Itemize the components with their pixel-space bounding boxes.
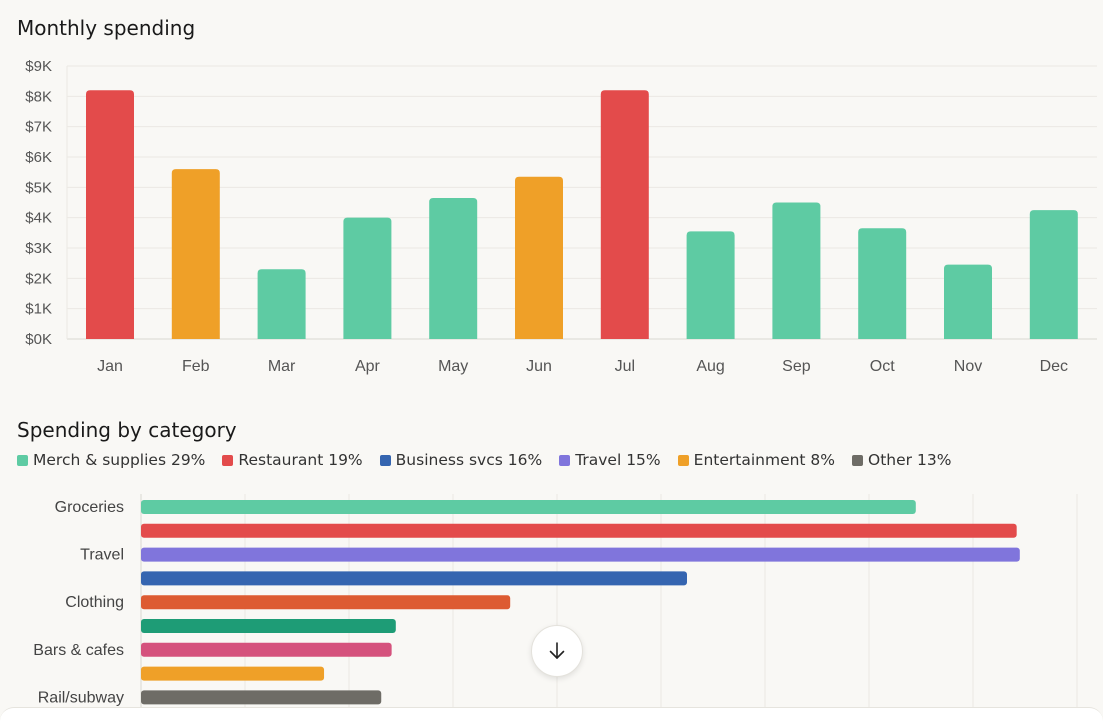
category-bar[interactable]: [141, 547, 1020, 562]
bar-sep[interactable]: [772, 202, 821, 340]
category-bar[interactable]: [141, 523, 1017, 538]
legend-swatch: [559, 454, 571, 466]
x-tick-label: Mar: [268, 358, 296, 375]
y-tick-label: $6K: [25, 149, 52, 166]
x-tick-label: Jan: [97, 358, 123, 375]
bar-mar[interactable]: [257, 269, 306, 339]
legend-swatch: [379, 454, 391, 466]
x-tick-label: Nov: [954, 358, 982, 375]
y-tick-label: $7K: [25, 119, 52, 136]
category-spending-chart: Groceries Travel Clothing Bars & cafes Rail/…: [33, 494, 1078, 712]
y-tick-label: $8K: [25, 88, 52, 105]
x-tick-label: Jul: [615, 358, 635, 375]
legend-swatch: [222, 454, 234, 466]
bar-feb[interactable]: [171, 169, 220, 339]
category-label: Rail/subway: [38, 689, 124, 706]
bar-dec[interactable]: [1029, 210, 1078, 339]
bottom-sheet-edge: [0, 707, 1103, 728]
y-tick-label: $1K: [25, 301, 52, 318]
legend-label: Restaurant 19%: [238, 451, 363, 469]
bar-apr[interactable]: [343, 217, 392, 339]
legend-swatch: [852, 454, 864, 466]
bar-jun[interactable]: [515, 176, 563, 339]
legend-item[interactable]: Entertainment 8%: [677, 451, 836, 469]
bar-may[interactable]: [429, 197, 478, 339]
category-bar[interactable]: [141, 666, 325, 681]
legend-swatch: [17, 454, 28, 466]
category-legend: Merch & supplies 29% Restaurant 19% Busine…: [17, 451, 968, 469]
legend-label: Travel 15%: [575, 451, 661, 469]
x-tick-label: Jun: [526, 358, 552, 375]
category-label: Groceries: [55, 499, 124, 516]
y-tick-label: $2K: [25, 270, 52, 287]
x-tick-label: Sep: [782, 358, 811, 375]
legend-label: Entertainment 8%: [693, 451, 836, 469]
x-tick-label: May: [438, 358, 468, 375]
y-tick-label: $4K: [25, 210, 52, 227]
legend-label: Business svcs 16%: [395, 451, 543, 469]
bar-oct[interactable]: [858, 228, 907, 339]
category-label: Clothing: [65, 594, 124, 611]
category-label: Bars & cafes: [33, 642, 124, 659]
category-bar[interactable]: [141, 690, 382, 705]
bar-jan[interactable]: [86, 90, 134, 339]
y-tick-label: $9K: [25, 58, 52, 75]
category-bar[interactable]: [141, 642, 392, 657]
legend-label: Other 13%: [868, 451, 952, 469]
bar-nov[interactable]: [944, 264, 992, 339]
y-tick-label: $5K: [25, 179, 52, 196]
legend-item[interactable]: Business svcs 16%: [379, 451, 543, 469]
x-tick-label: Feb: [182, 358, 210, 375]
x-tick-label: Dec: [1040, 358, 1068, 375]
legend-item[interactable]: Merch & supplies 29%: [17, 451, 205, 469]
arrow-down-icon: [549, 642, 565, 659]
monthly-spending-chart: $0K $1K $2K $3K $4K $5K $6K $7K $8K $9K Jan Feb Mar…: [25, 58, 1097, 375]
y-tick-label: $0K: [25, 331, 52, 348]
category-bar[interactable]: [141, 595, 511, 610]
category-bar[interactable]: [141, 500, 916, 514]
category-bar[interactable]: [141, 619, 396, 633]
legend-item[interactable]: Travel 15%: [559, 451, 661, 469]
monthly-spending-title: Monthly spending: [17, 16, 196, 40]
category-label: Travel: [80, 547, 124, 564]
y-tick-label: $3K: [25, 240, 52, 257]
legend-item[interactable]: Other 13%: [852, 451, 951, 469]
bar-jul[interactable]: [600, 90, 649, 339]
bar-aug[interactable]: [686, 231, 735, 339]
scroll-down-button[interactable]: [531, 625, 583, 677]
x-tick-label: Apr: [355, 358, 381, 375]
category-bar[interactable]: [141, 571, 687, 586]
legend-label: Merch & supplies 29%: [33, 451, 206, 469]
x-tick-label: Aug: [696, 358, 724, 375]
legend-item[interactable]: Restaurant 19%: [222, 451, 363, 469]
legend-swatch: [677, 454, 689, 466]
x-tick-label: Oct: [870, 358, 895, 375]
category-spending-title: Spending by category: [17, 418, 237, 442]
